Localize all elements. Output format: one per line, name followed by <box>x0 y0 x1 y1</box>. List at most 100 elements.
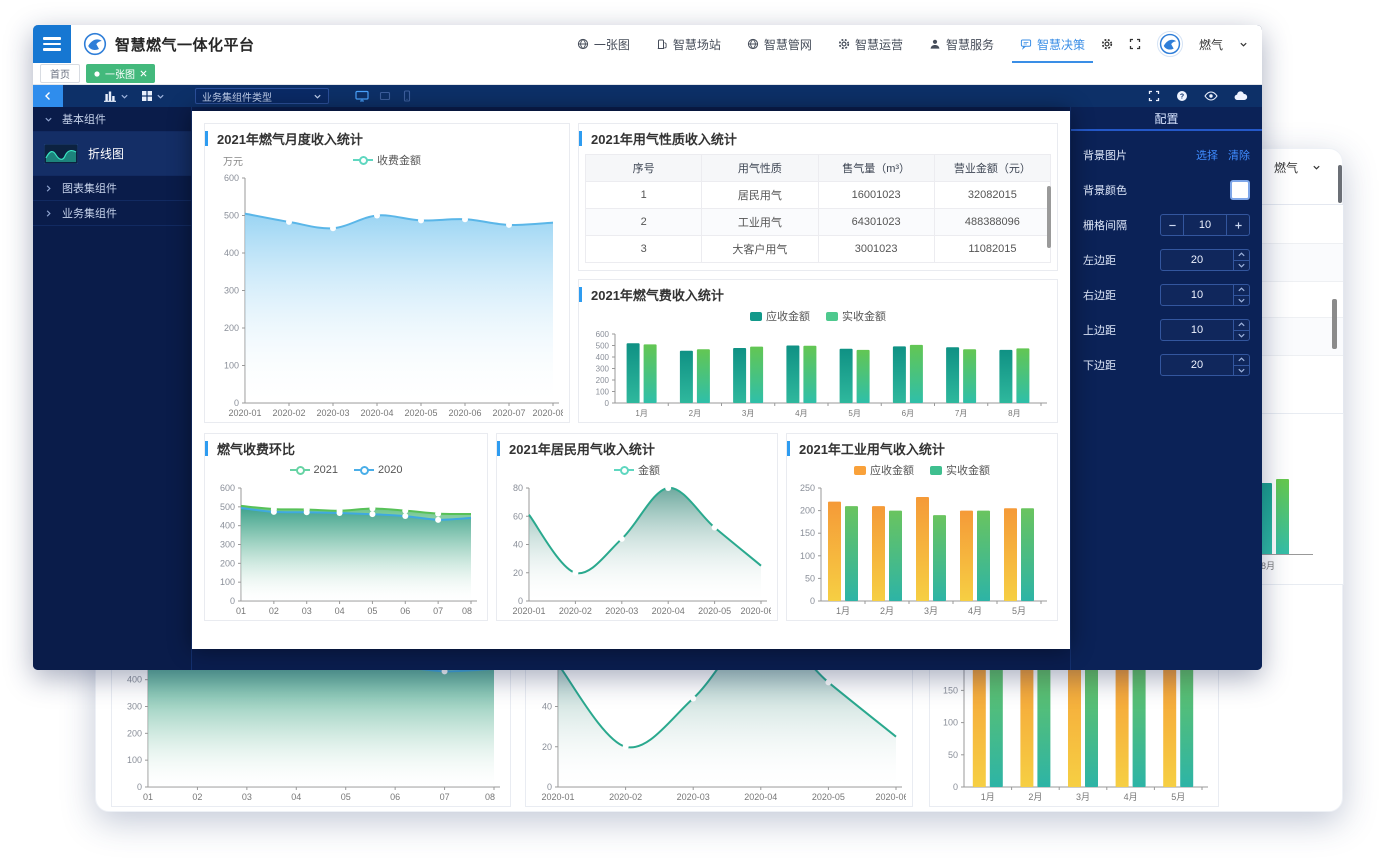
widget-gas-usage-table[interactable]: 2021年用气性质收入统计 序号 用气性质 售气量（m³） 营业金额（元） 1 居民用气 1… <box>578 123 1058 271</box>
margin-left-input[interactable]: 20 <box>1160 249 1250 271</box>
nav-item-station[interactable]: 智慧场站 <box>656 25 721 63</box>
widget-title: 2021年用气性质收入统计 <box>579 124 1057 152</box>
config-row-margin-top: 上边距 10 <box>1071 319 1262 341</box>
spin-up-icon[interactable] <box>1234 285 1249 296</box>
bg-table-scrollbar[interactable] <box>1332 299 1337 349</box>
widget-fee-comparison[interactable]: 燃气收费环比 2021 2020 0 100 200 300 400 500 600 01 02 03… <box>204 433 488 621</box>
sidebar-group-basic[interactable]: 基本组件 <box>33 107 191 132</box>
svg-text:0: 0 <box>230 596 235 606</box>
svg-text:8月: 8月 <box>1008 409 1020 418</box>
legend-item[interactable]: 应收金额 <box>854 462 914 478</box>
legend-item[interactable]: 金额 <box>614 462 660 478</box>
svg-text:200: 200 <box>596 376 610 385</box>
widget-components-button[interactable] <box>141 90 165 102</box>
avatar[interactable] <box>1156 31 1183 57</box>
tab-home[interactable]: 首页 <box>40 64 80 83</box>
legend-item[interactable]: 2020 <box>354 464 402 476</box>
nav-tools: 燃气 <box>1101 31 1262 57</box>
fullscreen-icon[interactable] <box>1148 90 1160 102</box>
globe-icon <box>577 38 589 50</box>
back-icon <box>43 91 53 101</box>
legend-item[interactable]: 实收金额 <box>930 462 990 478</box>
bar-received <box>1276 479 1289 554</box>
widget-title: 2021年燃气费收入统计 <box>579 280 1057 308</box>
svg-text:200: 200 <box>224 323 239 333</box>
spin-up-icon[interactable] <box>1234 320 1249 331</box>
choose-image-link[interactable]: 选择 <box>1196 150 1218 162</box>
active-dot-icon <box>94 70 100 77</box>
sidebar-item-linechart[interactable]: 折线图 <box>33 132 191 176</box>
widget-industry-income[interactable]: 2021年工业用气收入统计 应收金额 实收金额 0 50 100 150 200 250 1月 2… <box>786 433 1058 621</box>
chevron-down-icon <box>44 115 53 124</box>
close-tab-icon[interactable] <box>140 70 147 77</box>
nav-item-onemap[interactable]: 一张图 <box>577 25 630 63</box>
increment-button[interactable] <box>1227 215 1249 235</box>
sidebar-group-chartset[interactable]: 图表集组件 <box>33 176 191 201</box>
config-row-bg-color: 背景颜色 <box>1071 179 1262 201</box>
monitor-icon[interactable] <box>355 90 369 102</box>
table-header-cell: 营业金额（元） <box>933 154 1051 182</box>
widget-monthly-income[interactable]: 2021年燃气月度收入统计 万元 收费金额 0 100 200 300 400 500 600 2… <box>204 123 570 423</box>
table-header-cell: 售气量（m³） <box>817 154 935 182</box>
tab-onemap[interactable]: 一张图 <box>86 64 155 83</box>
svg-text:100: 100 <box>943 718 958 728</box>
spin-down-icon[interactable] <box>1234 296 1249 306</box>
user-menu-caret-icon[interactable] <box>1239 40 1248 49</box>
spin-down-icon[interactable] <box>1234 331 1249 341</box>
margin-top-input[interactable]: 10 <box>1160 319 1250 341</box>
clear-image-link[interactable]: 清除 <box>1228 150 1250 162</box>
spin-up-icon[interactable] <box>1234 250 1249 261</box>
chart-legend: 金额 <box>503 462 771 478</box>
svg-text:300: 300 <box>127 702 142 712</box>
svg-text:1月: 1月 <box>635 409 647 418</box>
menu-toggle-button[interactable] <box>33 25 71 63</box>
sidebar-group-businessset[interactable]: 业务集组件 <box>33 201 191 226</box>
toolbar-actions: ? <box>1148 90 1262 102</box>
legend-item[interactable]: 应收金额 <box>750 308 810 324</box>
table-cell: 2 <box>585 208 703 236</box>
spin-down-icon[interactable] <box>1234 261 1249 271</box>
spin-up-icon[interactable] <box>1234 355 1249 366</box>
widget-resident-income[interactable]: 2021年居民用气收入统计 金额 0 20 40 60 80 2020-01 2020-02 2… <box>496 433 778 621</box>
chart-body: 应收金额实收金额 0 50 100 150 200 250 1月 2月 3月 4月 5月 <box>793 462 1051 617</box>
svg-text:0: 0 <box>547 782 552 792</box>
help-icon[interactable]: ? <box>1176 90 1188 102</box>
nav-item-operation[interactable]: 智慧运营 <box>838 25 903 63</box>
chat-icon <box>1020 38 1032 50</box>
chart-components-button[interactable] <box>103 90 129 102</box>
svg-text:2020-02: 2020-02 <box>272 408 305 418</box>
phone-icon[interactable] <box>401 90 413 102</box>
page-tabs: 首页 一张图 <box>33 63 1262 85</box>
preview-icon[interactable] <box>1204 91 1218 101</box>
table-scrollbar[interactable] <box>1047 186 1051 248</box>
device-preview-switch <box>355 90 413 102</box>
spin-down-icon[interactable] <box>1234 366 1249 376</box>
config-row-margin-left: 左边距 20 <box>1071 249 1262 271</box>
margin-bottom-input[interactable]: 20 <box>1160 354 1250 376</box>
save-cloud-icon[interactable] <box>1234 91 1248 101</box>
nav-item-decision[interactable]: 智慧决策 <box>1011 25 1094 63</box>
legend-item[interactable]: 2021 <box>289 464 338 476</box>
nav-item-pipeline[interactable]: 智慧管网 <box>747 25 812 63</box>
settings-icon[interactable] <box>1101 38 1113 50</box>
background-color-swatch[interactable] <box>1230 180 1250 200</box>
legend-item[interactable]: 收费金额 <box>353 152 421 168</box>
brand-logo-icon <box>83 32 107 56</box>
svg-text:0: 0 <box>518 596 523 606</box>
svg-text:02: 02 <box>192 792 202 802</box>
component-type-select[interactable]: 业务集组件类型 <box>195 88 329 104</box>
svg-text:2020-01: 2020-01 <box>512 606 545 616</box>
fullscreen-icon[interactable] <box>1129 38 1141 50</box>
nav-item-service[interactable]: 智慧服务 <box>929 25 994 63</box>
chart-legend: 万元 收费金额 <box>211 152 563 168</box>
svg-text:50: 50 <box>948 750 958 760</box>
bg-scrollbar[interactable] <box>1338 165 1342 203</box>
decrement-button[interactable] <box>1161 215 1183 235</box>
tablet-icon[interactable] <box>379 90 391 102</box>
widget-fee-income[interactable]: 2021年燃气费收入统计 应收金额 实收金额 0 100 200 300 400 500 600… <box>578 279 1058 423</box>
margin-right-input[interactable]: 10 <box>1160 284 1250 306</box>
legend-item[interactable]: 实收金额 <box>826 308 886 324</box>
bg-user-menu[interactable]: 燃气 <box>1274 159 1321 176</box>
collapse-sidebar-button[interactable] <box>33 85 63 107</box>
svg-text:3月: 3月 <box>924 606 938 616</box>
